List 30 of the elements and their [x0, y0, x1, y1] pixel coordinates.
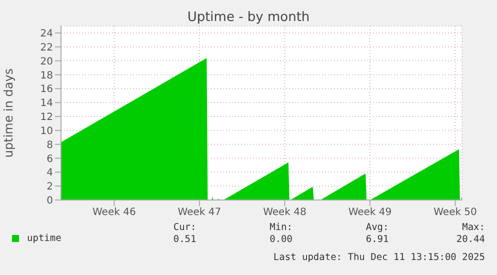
y-tick-label: 2 — [46, 182, 53, 193]
text: Avg: — [364, 222, 389, 233]
x-tick-label: Week 46 — [92, 207, 136, 218]
text: 0.00 — [268, 234, 292, 245]
y-tick-label: 18 — [40, 70, 53, 82]
y-tick-label: 22 — [40, 42, 53, 54]
text: Min: — [268, 222, 292, 233]
text: 20.44 — [455, 234, 485, 245]
text: 0.51 — [172, 234, 196, 245]
legend-label: uptime — [27, 233, 62, 244]
y-tick-label: 14 — [40, 98, 53, 110]
text: Cur: — [172, 222, 196, 233]
x-tick-label: Week 48 — [263, 207, 306, 218]
text: Last update: Thu Dec 11 13:15:00 2025 — [273, 252, 485, 263]
y-tick-label: 6 — [46, 154, 53, 165]
x-tick-label: Week 49 — [348, 207, 392, 218]
y-tick-label: 12 — [40, 112, 53, 124]
chart-title: Uptime - by month — [186, 10, 311, 25]
y-tick-label: 24 — [40, 28, 53, 40]
y-tick-label: 20 — [40, 56, 53, 68]
y-tick-label: 16 — [40, 84, 53, 96]
y-tick-label: 8 — [46, 140, 53, 151]
y-axis-title: uptime in days — [1, 68, 16, 158]
y-tick-label: 4 — [46, 168, 53, 179]
x-tick-label: Week 50 — [434, 207, 477, 218]
x-tick-label: Week 47 — [178, 207, 222, 218]
y-tick-label: 10 — [40, 126, 53, 137]
text: 6.91 — [364, 234, 389, 245]
text: Max: — [461, 222, 485, 233]
y-tick-label: 0 — [46, 196, 53, 207]
